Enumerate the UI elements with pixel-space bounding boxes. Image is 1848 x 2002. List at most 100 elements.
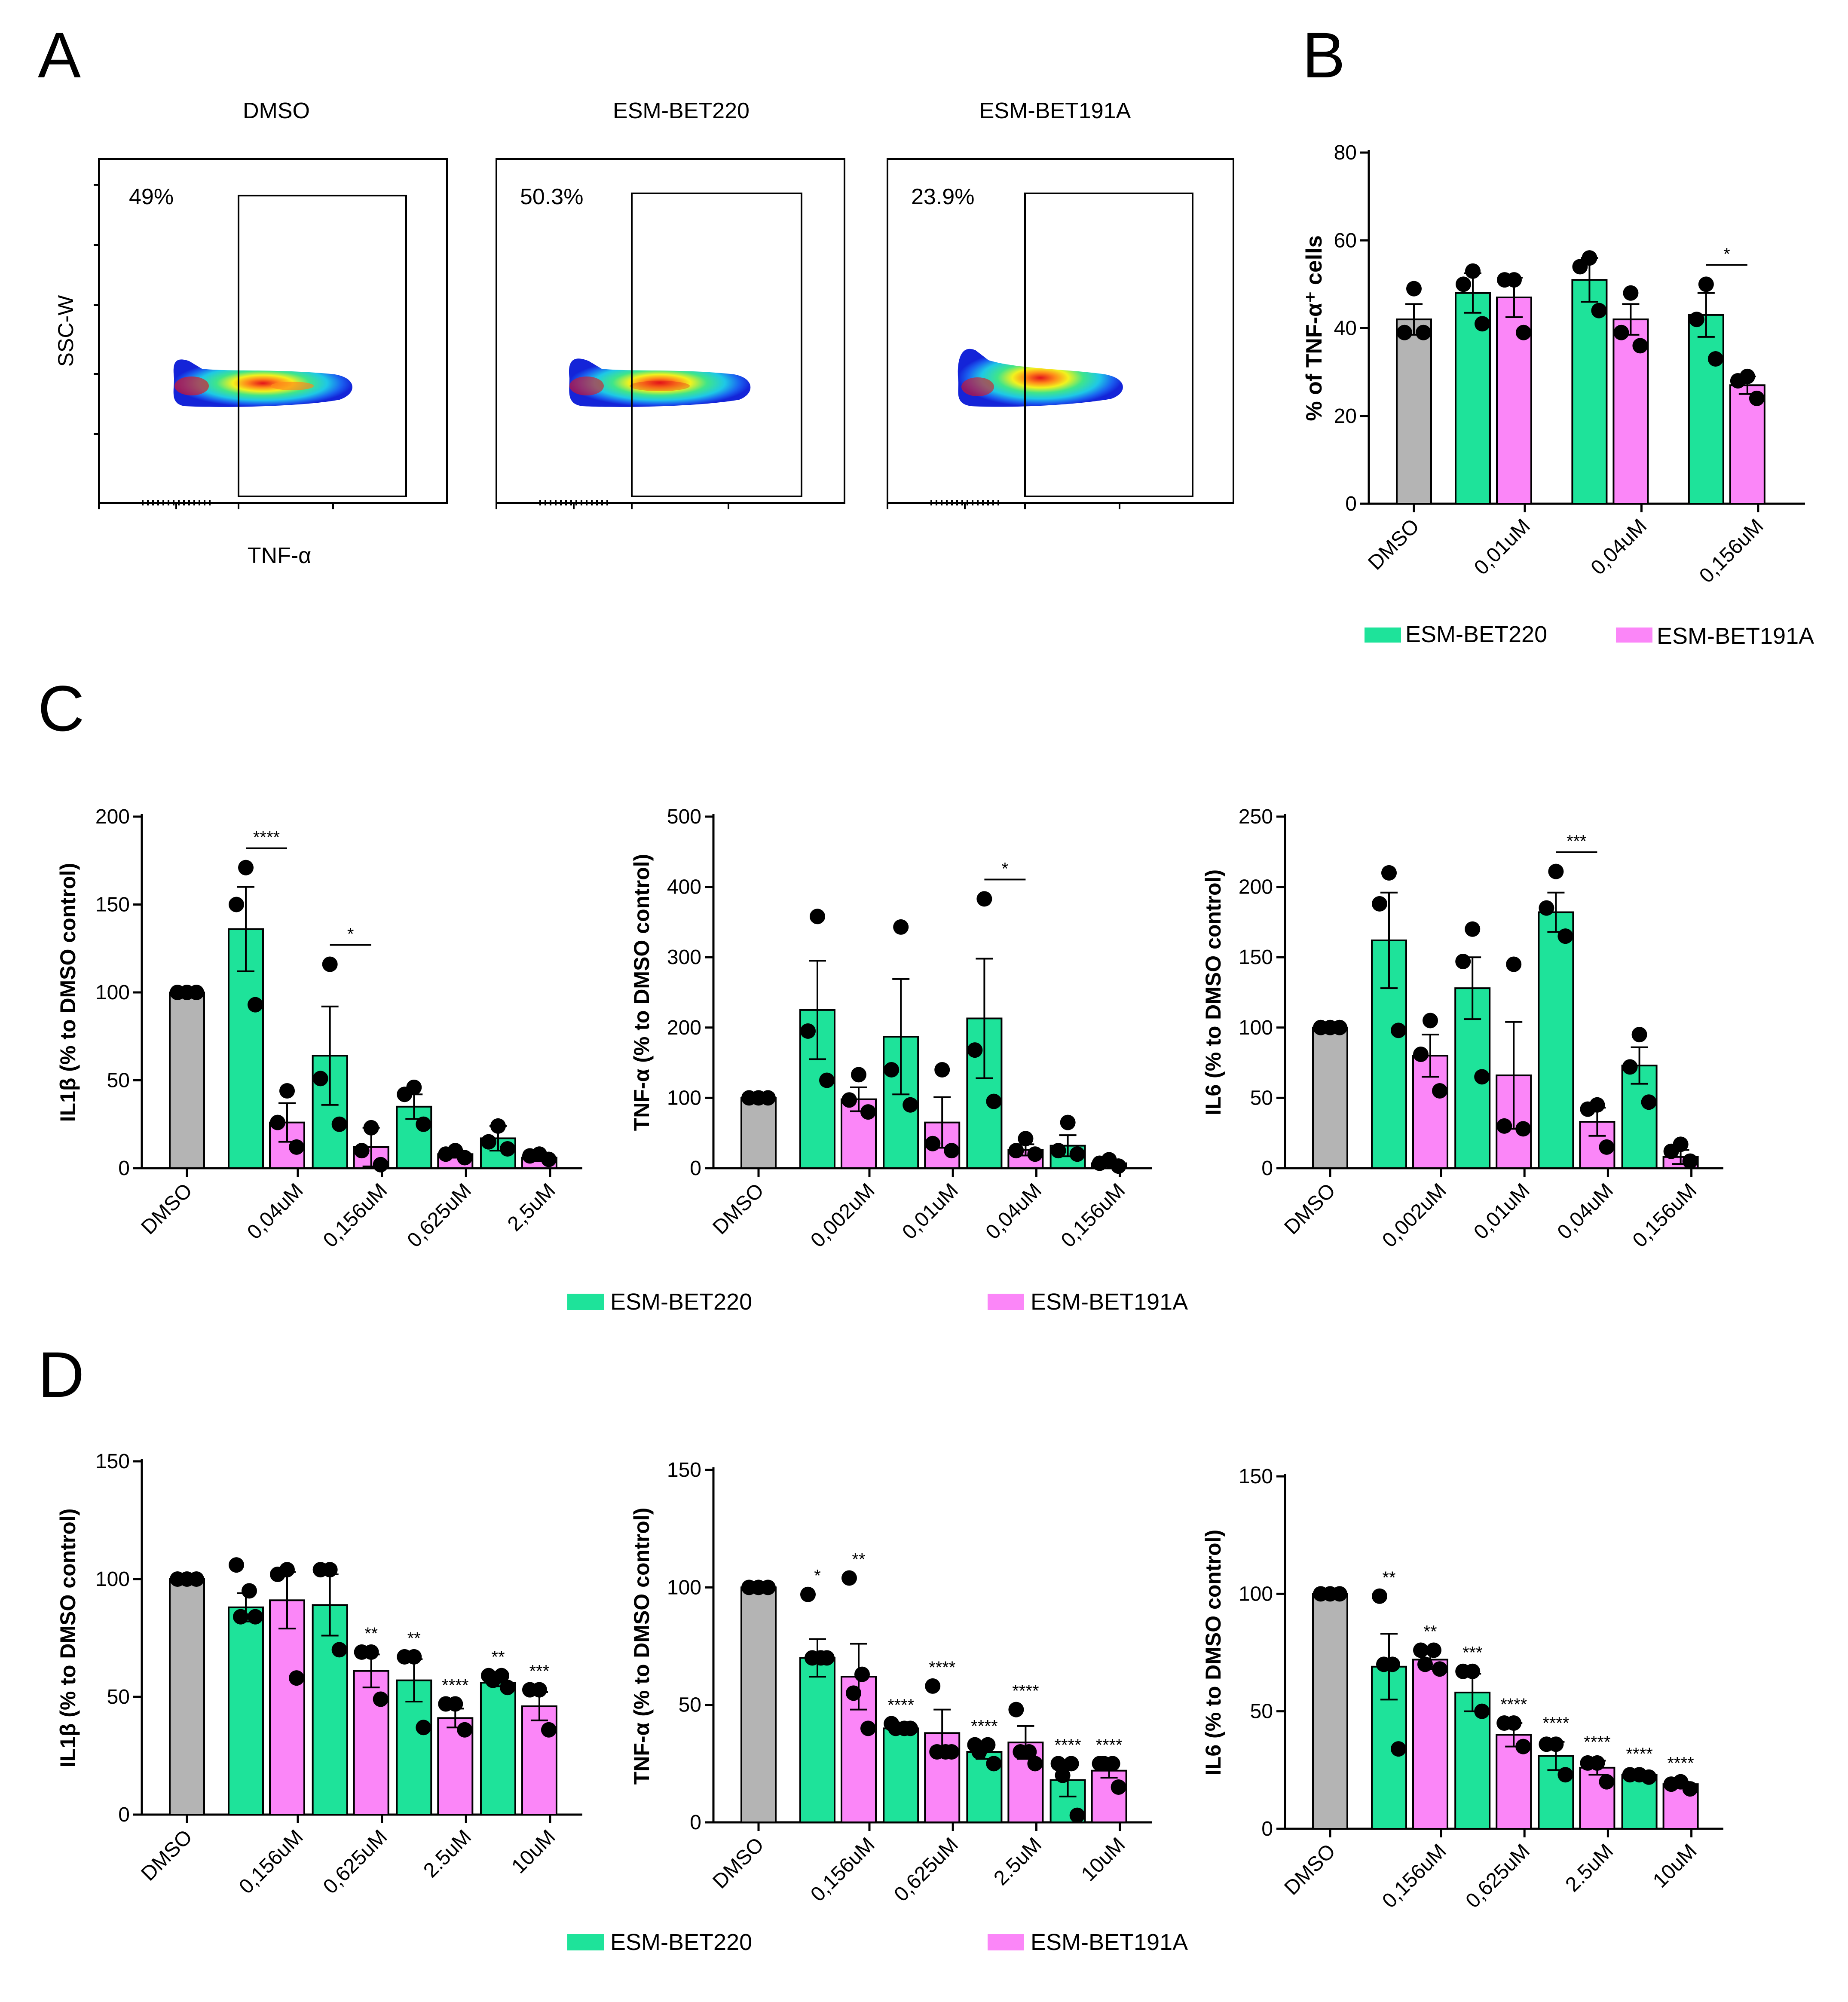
- data-point: [944, 1143, 960, 1159]
- data-point: [986, 1093, 1002, 1109]
- data-point: [289, 1670, 304, 1686]
- data-point: [971, 1744, 987, 1760]
- y-tick-label: 300: [667, 946, 701, 969]
- legend-swatch-esm-bet220: [567, 1934, 604, 1950]
- panel-label-D: D: [38, 1338, 84, 1411]
- data-point: [233, 1609, 248, 1625]
- data-point: [760, 1090, 776, 1106]
- data-point: [934, 1062, 950, 1078]
- data-point: [1689, 312, 1704, 328]
- x-tick-label: 0,04uM: [243, 1179, 308, 1244]
- significance-marker: **: [852, 1550, 865, 1569]
- flow-plot-frame: [98, 158, 448, 504]
- flow-plot-title: ESM-BET191A: [979, 98, 1131, 123]
- data-point: [1096, 1756, 1112, 1772]
- data-point: [925, 1678, 941, 1694]
- data-point: [925, 1136, 941, 1151]
- data-point: [331, 1642, 347, 1658]
- data-point: [189, 985, 204, 1000]
- data-point: [967, 1042, 983, 1058]
- data-point: [1050, 1143, 1066, 1159]
- x-tick-label: 0,156uM: [235, 1825, 308, 1898]
- x-tick-label: 0,01uM: [898, 1179, 963, 1244]
- significance-marker: ****: [1095, 1736, 1122, 1754]
- data-point: [846, 1685, 861, 1701]
- data-point: [810, 909, 825, 924]
- data-point: [1599, 1774, 1615, 1790]
- significance-marker: ****: [1054, 1736, 1081, 1754]
- panel-c-tnfa-chart: 0 100 200 300 400 500 TNF-α (% to DMSO control…: [630, 805, 1152, 1252]
- data-point: [541, 1722, 557, 1738]
- significance-marker: ****: [1542, 1714, 1569, 1733]
- data-point: [976, 891, 992, 907]
- significance-marker: ****: [929, 1658, 955, 1677]
- x-tick-label: 0,01uM: [1469, 1179, 1534, 1244]
- data-point: [1417, 1656, 1433, 1672]
- data-point: [903, 1097, 918, 1113]
- significance-label: ***: [1567, 832, 1587, 851]
- data-point: [800, 1023, 816, 1039]
- data-point: [312, 1071, 328, 1087]
- esm-bet220-bar: [396, 1679, 432, 1815]
- y-axis-label: % of TNF-α⁺ cells: [1302, 235, 1327, 421]
- significance-marker: ****: [971, 1717, 997, 1736]
- dmso-bar: [1396, 318, 1432, 505]
- panel-c-il1b-chart: 0 50 100 150 200 IL1β (% to DMSO control) DMSO…: [56, 805, 582, 1252]
- data-point: [1332, 1019, 1347, 1035]
- data-point: [1730, 373, 1746, 389]
- data-point: [1332, 1586, 1347, 1602]
- flow-gate: [631, 193, 802, 497]
- y-tick-label: 500: [667, 805, 701, 828]
- x-tick-label: 0,04uM: [981, 1179, 1046, 1244]
- gate-percent: 50.3%: [520, 184, 583, 209]
- data-point: [416, 1116, 431, 1132]
- data-point: [312, 1562, 328, 1578]
- data-point: [1599, 1139, 1615, 1155]
- significance-marker: **: [1423, 1622, 1437, 1641]
- data-point: [851, 1067, 866, 1083]
- x-tick-label: 0,625uM: [319, 1825, 392, 1898]
- data-point: [541, 1151, 557, 1167]
- data-point: [248, 1609, 263, 1625]
- data-point: [1027, 1756, 1043, 1772]
- data-point: [1008, 1143, 1024, 1159]
- data-point: [522, 1148, 538, 1164]
- data-point: [1013, 1744, 1028, 1760]
- esm-bet191a-bar: [521, 1705, 557, 1815]
- data-point: [485, 1672, 501, 1688]
- data-point: [1497, 272, 1512, 288]
- legend-swatch-esm-bet191a: [1616, 628, 1652, 643]
- panel-d-tnfa-chart: 0 50 100 150 TNF-α (% to DMSO control) DMSO 0,…: [630, 1459, 1152, 1906]
- esm-bet220-bar: [228, 928, 264, 1169]
- data-point: [1613, 324, 1629, 340]
- y-tick-label: 80: [1334, 141, 1357, 164]
- data-point: [893, 919, 909, 935]
- data-point: [841, 1092, 857, 1108]
- data-point: [1557, 1767, 1573, 1783]
- data-point: [457, 1722, 473, 1738]
- data-point: [1406, 281, 1422, 297]
- data-point: [1027, 1146, 1043, 1162]
- y-tick-label: 150: [1239, 946, 1273, 969]
- dmso-bar: [1312, 1593, 1348, 1830]
- y-tick-label: 0: [690, 1811, 701, 1834]
- data-point: [1397, 324, 1412, 340]
- data-point: [986, 1756, 1002, 1772]
- significance-label: *: [1723, 245, 1730, 263]
- data-point: [438, 1696, 454, 1712]
- x-tick-label: 2.5uM: [1561, 1840, 1618, 1896]
- dmso-bar: [169, 992, 205, 1169]
- x-tick-label: 0,156uM: [1628, 1179, 1701, 1252]
- significance-marker: ****: [1667, 1754, 1694, 1773]
- data-point: [322, 956, 338, 972]
- x-tick-label: 0,002uM: [806, 1179, 879, 1252]
- x-tick-label: 0,04uM: [1587, 514, 1652, 579]
- esm-bet191a-bar: [1091, 1769, 1127, 1824]
- y-tick-label: 0: [1345, 493, 1357, 515]
- data-point: [490, 1118, 506, 1134]
- data-point: [1474, 1069, 1490, 1085]
- data-point: [457, 1150, 473, 1166]
- legend-swatch-esm-bet220: [567, 1294, 604, 1310]
- data-point: [1455, 1663, 1471, 1679]
- esm-bet191a-bar: [1579, 1766, 1615, 1830]
